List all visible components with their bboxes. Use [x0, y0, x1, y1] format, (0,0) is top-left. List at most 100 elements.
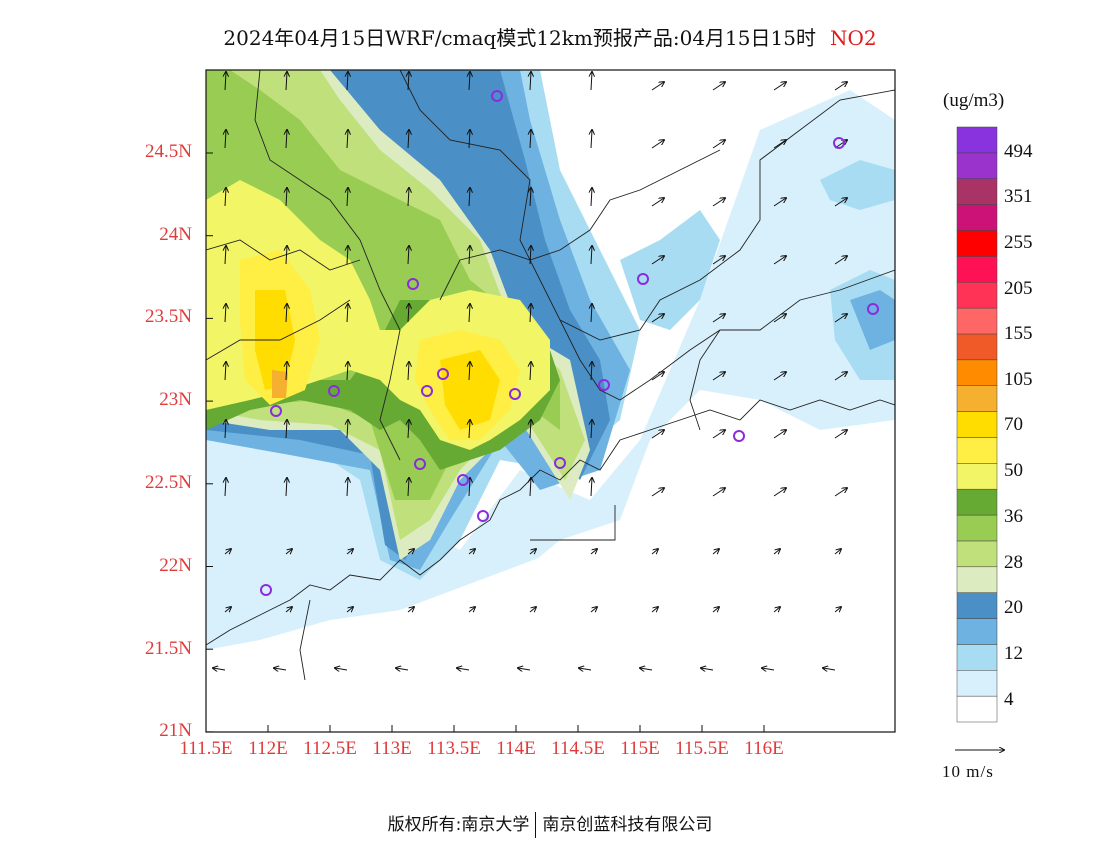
wind-arrow [213, 668, 226, 670]
wind-arrow [773, 372, 786, 381]
wind-arrow [773, 82, 786, 91]
lat-label: 23N [159, 389, 192, 410]
station-marker [554, 457, 566, 469]
wind-arrow [286, 72, 287, 91]
station-marker [867, 303, 879, 315]
colorbar-segment [956, 592, 998, 619]
wind-arrow [469, 72, 470, 91]
colorbar-segment [956, 644, 998, 671]
wind-arrow [712, 256, 725, 265]
wind-arrow [225, 362, 226, 381]
wind-arrow [530, 188, 531, 207]
colorbar-segment [956, 333, 998, 361]
colorbar-label: 205 [1004, 278, 1033, 299]
station-marker [477, 510, 489, 522]
wind-arrow [286, 246, 287, 265]
wind-arrow [408, 246, 409, 265]
colorbar-segment [956, 670, 998, 697]
wind-arrow [468, 549, 475, 554]
colorbar-segment [956, 385, 998, 412]
wind-arrow [225, 304, 226, 323]
wind-arrow [651, 140, 664, 149]
wind-arrow [347, 130, 348, 149]
wind-arrow [407, 607, 414, 612]
wind-arrow [518, 668, 531, 670]
wind-arrow [701, 668, 714, 670]
wind-arrow [579, 668, 592, 670]
lon-label: 113E [372, 738, 412, 759]
colorbar-label: 105 [1004, 369, 1033, 390]
wind-arrow [712, 314, 725, 323]
station-marker [270, 405, 282, 417]
wind-arrow [396, 668, 409, 670]
wind-arrow [469, 420, 470, 439]
wind-arrow [834, 314, 847, 323]
wind-arrow [530, 420, 531, 439]
wind-arrow [591, 72, 592, 91]
colorbar-label: 4 [1004, 689, 1014, 710]
colorbar-segment [956, 256, 998, 283]
wind-arrow [347, 478, 348, 497]
wind-arrow [651, 430, 664, 439]
wind-arrow [773, 256, 786, 265]
wind-arrow [712, 82, 725, 91]
wind-arrow [286, 478, 287, 497]
wind-arrow [651, 256, 664, 265]
colorbar-segment [956, 463, 998, 490]
station-marker [509, 388, 521, 400]
colorbar-label: 36 [1004, 506, 1023, 527]
wind-arrow [469, 130, 470, 149]
axis-ticks [205, 152, 765, 733]
station-marker [733, 430, 745, 442]
wind-arrow [224, 549, 231, 554]
wind-arrow [712, 140, 725, 149]
colorbar-segment [956, 411, 998, 438]
wind-arrow [408, 478, 409, 497]
wind-arrow [408, 188, 409, 207]
wind-arrow [347, 420, 348, 439]
colorbar-segment [956, 126, 998, 154]
wind-arrow [347, 304, 348, 323]
wind-arrow [469, 478, 470, 497]
wind-arrow [834, 549, 841, 554]
wind-arrow [346, 607, 353, 612]
wind-arrow [347, 362, 348, 381]
colorbar-label: 494 [1004, 141, 1033, 162]
wind-arrow [529, 607, 536, 612]
wind-arrow [651, 488, 664, 497]
colorbar-segment [956, 488, 998, 516]
lat-label: 24.5N [145, 141, 192, 162]
wind-arrow [773, 314, 786, 323]
footer-separator [535, 812, 537, 838]
colorbar-segment [956, 178, 998, 205]
wind-arrow [834, 607, 841, 612]
colorbar-label: 28 [1004, 552, 1023, 573]
colorbar-segment [956, 566, 998, 593]
colorbar-segment [956, 204, 998, 231]
colorbar-segment [956, 437, 998, 464]
wind-arrow [530, 478, 531, 497]
wind-arrow [408, 72, 409, 91]
station-marker [414, 458, 426, 470]
colorbar-label: 255 [1004, 232, 1033, 253]
wind-arrow [712, 488, 725, 497]
wind-arrow [712, 198, 725, 207]
colorbar-segment [956, 281, 998, 309]
wind-arrow [591, 246, 592, 265]
chart-title: 2024年04月15日WRF/cmaq模式12km预报产品:04月15日15时 N… [0, 22, 1100, 51]
wind-arrow [347, 188, 348, 207]
wind-arrow [651, 549, 658, 554]
concentration-field [206, 70, 895, 732]
wind-arrow [590, 607, 597, 612]
lat-label: 23.5N [145, 306, 192, 327]
title-main: 2024年04月15日WRF/cmaq模式12km预报产品:04月15日15时 [223, 26, 816, 50]
footer: 版权所有:南京大学 南京创蓝科技有限公司 [0, 810, 1100, 838]
wind-arrow [823, 668, 836, 670]
wind-arrow [407, 549, 414, 554]
wind-arrow [469, 246, 470, 265]
wind-arrow [286, 304, 287, 323]
footer-right: 南京创蓝科技有限公司 [542, 815, 713, 835]
wind-arrow [469, 188, 470, 207]
wind-arrow [468, 607, 475, 612]
